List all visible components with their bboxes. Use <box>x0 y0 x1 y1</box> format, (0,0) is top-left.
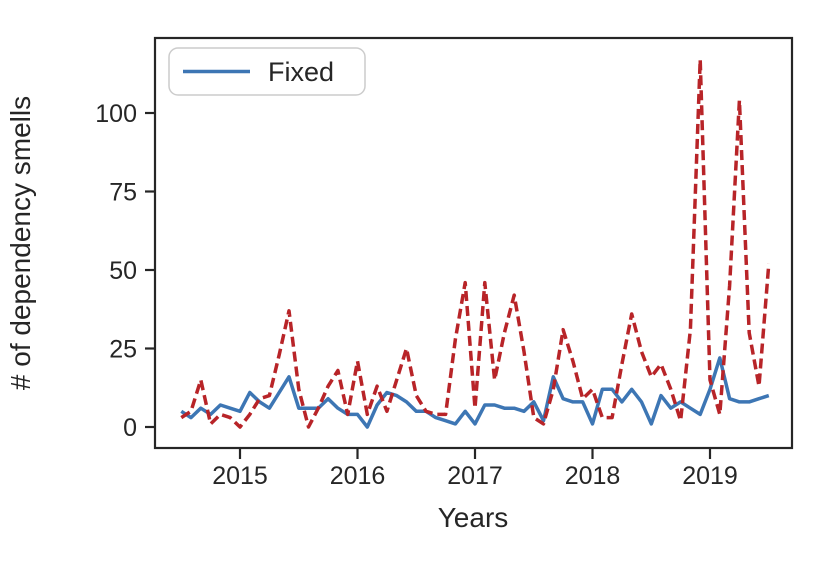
x-axis-label: Years <box>438 502 509 533</box>
y-tick-label: 75 <box>109 179 137 207</box>
y-tick-label: 50 <box>109 257 137 285</box>
x-tick-label: 2016 <box>330 462 386 490</box>
legend-label-fixed: Fixed <box>268 57 334 87</box>
y-axis-label: # of dependency smells <box>5 96 36 390</box>
x-tick-label: 2017 <box>447 462 503 490</box>
legend: Fixed <box>168 47 366 96</box>
y-tick-label: 0 <box>123 414 137 442</box>
legend-box <box>168 47 366 96</box>
y-tick-label: 25 <box>109 336 137 364</box>
x-tick-label: 2015 <box>212 462 268 490</box>
fixed-series-line <box>180 356 770 429</box>
axes-spines <box>153 36 794 450</box>
x-tick-label: 2018 <box>565 462 621 490</box>
y-tick-label: 100 <box>95 100 137 128</box>
x-tick-label: 2019 <box>682 462 738 490</box>
red-dashed-series-line <box>180 57 771 429</box>
plot-dynamic-layer: 0 25 50 75 100 2015 2016 2017 2018 2019 <box>95 57 771 490</box>
